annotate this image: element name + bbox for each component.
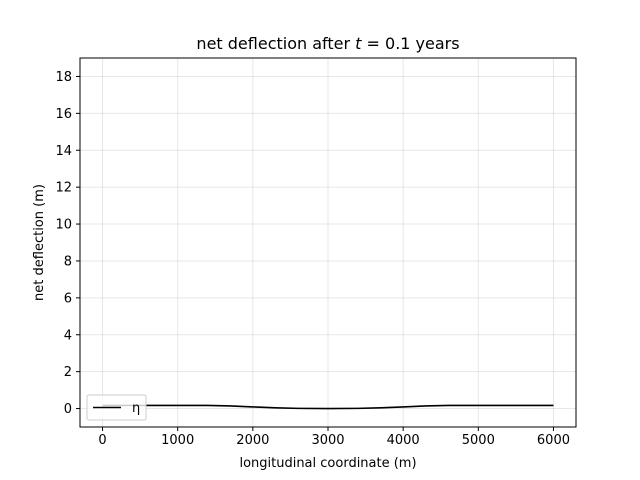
x-tick-label: 2000	[236, 433, 269, 448]
y-tick-label: 2	[64, 365, 72, 380]
series-line	[102, 404, 554, 410]
y-tick-label: 0	[64, 402, 72, 417]
y-axis: 0 2 4 6 8 10 12 14 16 18	[55, 70, 80, 417]
legend: η	[86, 394, 147, 421]
y-tick-label: 12	[55, 181, 72, 196]
y-axis-label: net deflection (m)	[32, 184, 47, 301]
y-tick-label: 6	[64, 291, 72, 306]
y-tick-label: 8	[64, 254, 72, 269]
y-tick-label: 4	[64, 328, 72, 343]
series-layer	[102, 404, 554, 410]
y-tick-label: 14	[55, 144, 72, 159]
y-tick-label: 16	[55, 107, 72, 122]
x-tick-label: 4000	[387, 433, 420, 448]
y-tick-label: 10	[55, 218, 72, 233]
x-tick-label: 0	[98, 433, 106, 448]
grid	[80, 58, 576, 427]
x-axis: 0 1000 2000 3000 4000 5000 6000	[98, 427, 570, 448]
chart-title: net deflection after t = 0.1 years	[196, 34, 459, 53]
x-tick-label: 1000	[161, 433, 194, 448]
y-tick-label: 18	[55, 70, 72, 85]
x-axis-label: longitudinal coordinate (m)	[239, 456, 416, 471]
x-tick-label: 3000	[311, 433, 344, 448]
x-tick-label: 5000	[462, 433, 495, 448]
legend-label: η	[132, 401, 140, 416]
x-tick-label: 6000	[537, 433, 570, 448]
